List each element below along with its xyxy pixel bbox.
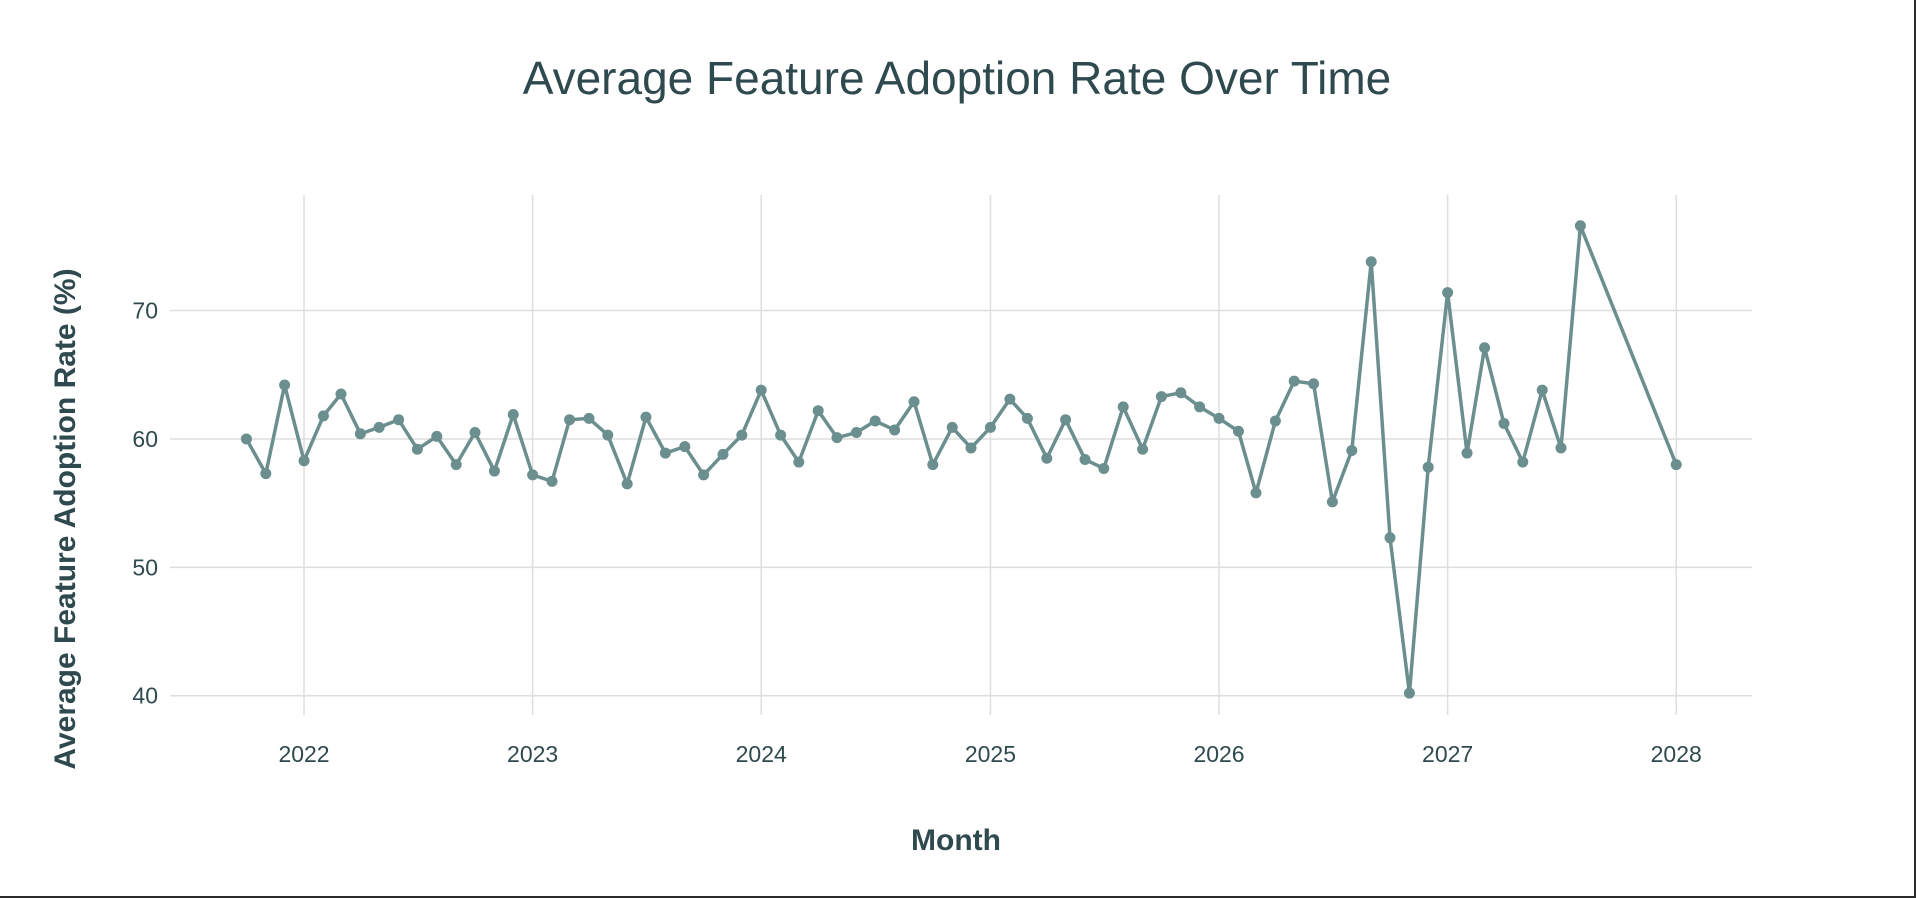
y-tick-label: 50 [132, 554, 158, 580]
data-point [1536, 384, 1548, 396]
data-point [1060, 414, 1072, 426]
tick-labels: 40 50 60 70 2022 2023 2024 2025 2026 2027 2028 [132, 298, 1701, 767]
grid [170, 195, 1752, 715]
data-point [908, 396, 920, 408]
data-point [984, 421, 996, 433]
data-point [1155, 391, 1167, 403]
data-point [793, 456, 805, 468]
data-point [1461, 447, 1473, 459]
data-point [583, 412, 595, 424]
data-point [546, 475, 558, 487]
data-point [831, 432, 843, 444]
data-point [1269, 415, 1281, 427]
data-point [240, 433, 252, 445]
data-point [260, 468, 272, 480]
data-point [755, 384, 767, 396]
data-point [965, 442, 977, 454]
data-point [527, 469, 539, 481]
data-point [1308, 378, 1320, 390]
data-point [1384, 532, 1396, 544]
data-point [1403, 687, 1415, 699]
data-point [393, 414, 405, 426]
x-tick-label: 2024 [736, 741, 787, 767]
data-point [1517, 456, 1529, 468]
data-point [469, 427, 481, 439]
data-point [1574, 220, 1586, 232]
data-point [1041, 452, 1053, 464]
data-point [889, 424, 901, 436]
data-point [431, 430, 443, 442]
data-point [1422, 461, 1434, 473]
y-tick-label: 40 [132, 683, 158, 709]
data-point [602, 429, 614, 441]
data-point [736, 429, 748, 441]
data-point [1498, 418, 1510, 430]
data-point [317, 410, 329, 422]
data-point [279, 379, 291, 391]
data-point [1175, 387, 1187, 399]
data-point [640, 411, 652, 423]
data-point [1232, 425, 1244, 437]
data-point [698, 469, 710, 481]
data-point [1117, 401, 1129, 413]
series-line [244, 224, 1678, 695]
data-point [659, 447, 671, 459]
data-point [812, 405, 824, 417]
data-point [679, 441, 691, 453]
x-tick-label: 2023 [507, 741, 558, 767]
data-point [488, 465, 500, 477]
data-point [1213, 412, 1225, 424]
x-tick-label: 2022 [278, 741, 329, 767]
x-tick-label: 2027 [1422, 741, 1473, 767]
data-point [1250, 487, 1262, 499]
data-point [335, 388, 347, 400]
data-point [507, 409, 519, 421]
x-tick-label: 2026 [1193, 741, 1244, 767]
data-point [621, 478, 633, 490]
data-point [411, 443, 423, 455]
data-point [717, 448, 729, 460]
data-point [1021, 412, 1033, 424]
data-point [1555, 442, 1567, 454]
data-point [1442, 287, 1454, 299]
x-axis-title: Month [911, 824, 1001, 857]
data-point [1365, 256, 1377, 268]
y-tick-label: 60 [132, 426, 158, 452]
x-tick-label: 2028 [1651, 741, 1702, 767]
data-point [1194, 401, 1206, 413]
data-point [1326, 496, 1338, 508]
data-point [1288, 375, 1300, 387]
x-tick-label: 2025 [965, 741, 1016, 767]
data-point [354, 428, 366, 440]
data-point [946, 421, 958, 433]
y-axis-title: Average Feature Adoption Rate (%) [49, 268, 82, 769]
data-point [1079, 453, 1091, 465]
data-point [1098, 462, 1110, 474]
data-point [775, 429, 787, 441]
data-point [1004, 393, 1016, 405]
data-point [1670, 459, 1682, 471]
data-point [450, 459, 462, 471]
data-point [869, 415, 881, 427]
y-tick-label: 70 [132, 298, 158, 324]
data-point [1137, 443, 1149, 455]
data-point [564, 414, 576, 426]
data-point [927, 459, 939, 471]
data-point [1479, 342, 1491, 354]
data-point [373, 421, 385, 433]
series-layer [240, 220, 1682, 699]
chart-title: Average Feature Adoption Rate Over Time [523, 52, 1392, 104]
data-point [850, 427, 862, 439]
data-point [1346, 445, 1358, 457]
data-point [298, 455, 310, 467]
